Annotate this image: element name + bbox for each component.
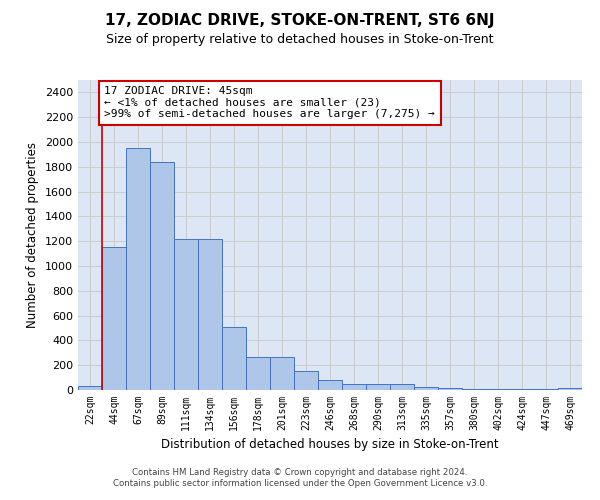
Bar [174,240,198,390]
X-axis label: Distribution of detached houses by size in Stoke-on-Trent: Distribution of detached houses by size … [161,438,499,452]
Text: Contains HM Land Registry data © Crown copyright and database right 2024.
Contai: Contains HM Land Registry data © Crown c… [113,468,487,487]
Y-axis label: Number of detached properties: Number of detached properties [26,142,40,328]
Text: Size of property relative to detached houses in Stoke-on-Trent: Size of property relative to detached ho… [106,32,494,46]
Bar [270,356,294,390]
Bar [510,389,534,390]
Bar [198,240,222,390]
Bar [486,389,510,390]
Bar [126,148,150,390]
Bar [366,384,390,390]
Bar [438,388,462,390]
Bar [414,387,438,390]
Bar [294,371,318,390]
Bar [342,384,366,390]
Bar [222,327,246,390]
Bar [246,356,270,390]
Text: 17, ZODIAC DRIVE, STOKE-ON-TRENT, ST6 6NJ: 17, ZODIAC DRIVE, STOKE-ON-TRENT, ST6 6N… [105,12,495,28]
Bar [462,389,486,390]
Bar [150,162,174,390]
Bar [78,386,102,390]
Text: 17 ZODIAC DRIVE: 45sqm
← <1% of detached houses are smaller (23)
>99% of semi-de: 17 ZODIAC DRIVE: 45sqm ← <1% of detached… [104,86,435,120]
Bar [318,380,342,390]
Bar [390,384,414,390]
Bar [558,388,582,390]
Bar [102,248,126,390]
